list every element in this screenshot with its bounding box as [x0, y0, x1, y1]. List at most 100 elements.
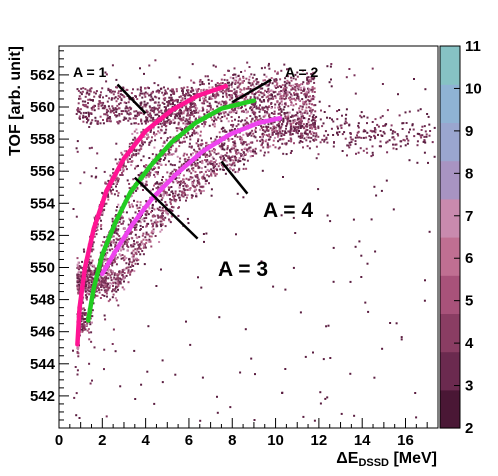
heatmap-cell: [192, 89, 195, 92]
heatmap-cell: [77, 89, 80, 92]
heatmap-cell: [185, 196, 188, 199]
heatmap-cell: [164, 225, 167, 228]
heatmap-cell: [128, 232, 131, 235]
heatmap-cell: [187, 120, 190, 123]
heatmap-cell: [230, 83, 233, 86]
colorbar-segment: [440, 198, 460, 238]
heatmap-cell: [161, 215, 164, 218]
heatmap-cell: [188, 145, 191, 148]
heatmap-cell: [154, 134, 156, 137]
heatmap-cell: [213, 163, 216, 166]
heatmap-cell: [190, 95, 192, 97]
heatmap-cell: [130, 231, 133, 234]
heatmap-cell: [204, 182, 207, 185]
heatmap-cell: [139, 224, 142, 227]
heatmap-cell: [194, 150, 197, 153]
heatmap-cell: [222, 155, 225, 158]
heatmap-cell: [290, 101, 293, 104]
heatmap-cell: [304, 355, 307, 358]
heatmap-cell: [254, 115, 257, 118]
heatmap-cell: [341, 114, 343, 117]
heatmap-cell: [182, 118, 185, 121]
heatmap-cell: [241, 80, 244, 83]
heatmap-cell: [109, 117, 112, 120]
heatmap-cell: [283, 113, 286, 116]
heatmap-cell: [89, 122, 92, 125]
heatmap-cell: [305, 139, 308, 142]
heatmap-cell: [181, 195, 184, 198]
mass-curves: [75, 83, 283, 347]
heatmap-cell: [106, 251, 109, 254]
heatmap-cell: [203, 121, 206, 124]
heatmap-cell: [328, 81, 331, 84]
heatmap-cell: [345, 113, 348, 116]
heatmap-cell: [194, 170, 197, 173]
heatmap-cell: [291, 94, 294, 97]
heatmap-cell: [147, 113, 150, 116]
heatmap-cell: [133, 154, 136, 156]
heatmap-cell: [235, 94, 238, 96]
heatmap-cell: [184, 134, 187, 137]
heatmap-cell: [120, 216, 123, 219]
heatmap-cell: [114, 215, 117, 218]
heatmap-cell: [192, 81, 195, 84]
heatmap-cell: [81, 326, 84, 328]
heatmap-cell: [279, 92, 282, 95]
heatmap-cell: [184, 97, 187, 100]
heatmap-cell: [185, 125, 188, 128]
heatmap-cell: [160, 268, 162, 271]
heatmap-cell: [170, 199, 173, 201]
heatmap-cell: [305, 100, 308, 103]
heatmap-cell: [103, 113, 106, 116]
heatmap-cell: [244, 119, 247, 122]
heatmap-cell: [158, 111, 160, 114]
heatmap-cell: [198, 99, 201, 102]
heatmap-cell: [267, 129, 270, 132]
heatmap-cell: [279, 138, 282, 141]
heatmap-cell: [402, 138, 405, 141]
heatmap-cell: [292, 126, 295, 129]
heatmap-cell: [145, 183, 148, 186]
heatmap-cell: [101, 279, 104, 282]
heatmap-cell: [99, 96, 101, 99]
heatmap-cell: [237, 136, 240, 139]
heatmap-cell: [90, 87, 93, 90]
heatmap-cell: [97, 289, 100, 292]
heatmap-cell: [114, 257, 117, 260]
heatmap-cell: [139, 88, 142, 91]
heatmap-cell: [116, 229, 119, 232]
heatmap-cell: [301, 98, 304, 101]
heatmap-cell: [211, 169, 214, 172]
heatmap-cell: [220, 78, 223, 81]
heatmap-cell: [149, 131, 152, 133]
heatmap-cell: [172, 195, 174, 198]
heatmap-cell: [315, 115, 318, 118]
heatmap-cell: [218, 83, 221, 85]
heatmap-cell: [157, 104, 160, 107]
heatmap-cell: [287, 139, 290, 142]
heatmap-cell: [88, 92, 91, 95]
heatmap-cell: [229, 167, 231, 169]
colorbar-frame: [439, 45, 461, 429]
heatmap-cell: [300, 83, 303, 86]
heatmap-cell: [349, 280, 352, 283]
heatmap-cell: [148, 105, 151, 108]
heatmap-cell: [264, 79, 266, 82]
heatmap-cell: [122, 86, 125, 89]
heatmap-cell: [263, 133, 266, 136]
heatmap-cell: [310, 119, 313, 122]
annotation-pointer: [116, 83, 147, 115]
heatmap-cell: [248, 78, 251, 81]
heatmap-cell: [183, 140, 186, 143]
heatmap-cell: [155, 171, 158, 174]
heatmap-cell: [75, 147, 78, 150]
curve-a-3: [100, 115, 283, 277]
heatmap-cell: [143, 263, 146, 266]
heatmap-cell: [166, 194, 168, 197]
heatmap-cell: [227, 156, 230, 158]
heatmap-cell: [310, 136, 313, 139]
heatmap-cell: [194, 162, 197, 165]
heatmap-cell: [153, 82, 156, 85]
heatmap-cell: [79, 265, 82, 268]
heatmap-cell: [100, 244, 103, 247]
